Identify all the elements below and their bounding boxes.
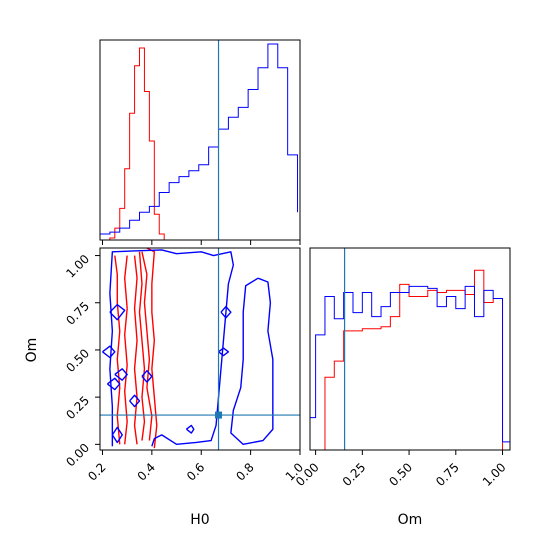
om-histogram-panel: 0.00 0.25 0.50 0.75 1.00 [293,247,511,489]
contour-blue-9 [220,305,232,319]
contour-red-4 [141,251,153,441]
om-histogram-blue [309,285,511,450]
h0-histogram-red [109,47,165,240]
contour-y-tick-label-1: 0.25 [63,393,92,422]
h0-histogram-blue [99,43,299,240]
contour-red-0 [114,255,121,445]
contour-blue-10 [218,347,230,357]
contour-blue-1 [230,277,274,446]
contour-x-tick-label-0: 0.2 [85,460,108,483]
contour-x-tick-label-3: 0.8 [233,460,256,483]
contour-blue-3 [102,345,116,359]
contour-red-5 [146,248,158,449]
contour-red-3 [138,251,146,441]
contour-red-1 [123,255,128,445]
om-histogram-red [315,269,504,451]
contour-x-tick-label-1: 0.4 [135,460,158,483]
om-x-tick-label-1: 0.25 [340,460,369,489]
contour-blue-8 [129,394,141,408]
contour-blue-7 [111,426,123,444]
om-histogram-frame [309,247,511,451]
om-x-tick-label-3: 0.75 [433,460,462,489]
contour-blue-6 [141,370,153,383]
contour-frame [99,247,301,451]
contour-blue-2 [109,303,126,321]
contour-blue-11 [185,424,195,434]
y-axis-label-om: Om [24,338,40,363]
contour-y-tick-label-2: 0.50 [63,346,92,375]
h0-histogram-panel [99,39,301,245]
contour-red-2 [133,255,138,445]
contour-y-tick-label-3: 0.75 [63,299,92,328]
contour-blue-5 [106,377,121,391]
contour-blue-4 [114,368,128,381]
x-axis-label-om: Om [398,512,423,528]
contour-y-tick-label-0: 0.00 [63,441,92,470]
om-x-tick-label-2: 0.50 [386,460,415,489]
h0-om-contour-panel: 0.2 0.4 0.6 0.8 1.00.000.250.500.751.00 [63,247,306,484]
contour-lines [102,248,274,449]
contour-blue-0 [109,249,235,447]
h0-histogram-frame [99,39,301,241]
contour-y-tick-label-4: 1.00 [63,252,92,281]
contour-truth-marker [215,411,223,419]
contour-x-tick-label-2: 0.6 [184,460,207,483]
om-x-tick-label-4: 1.00 [480,460,509,489]
x-axis-label-h0: H0 [190,512,209,528]
